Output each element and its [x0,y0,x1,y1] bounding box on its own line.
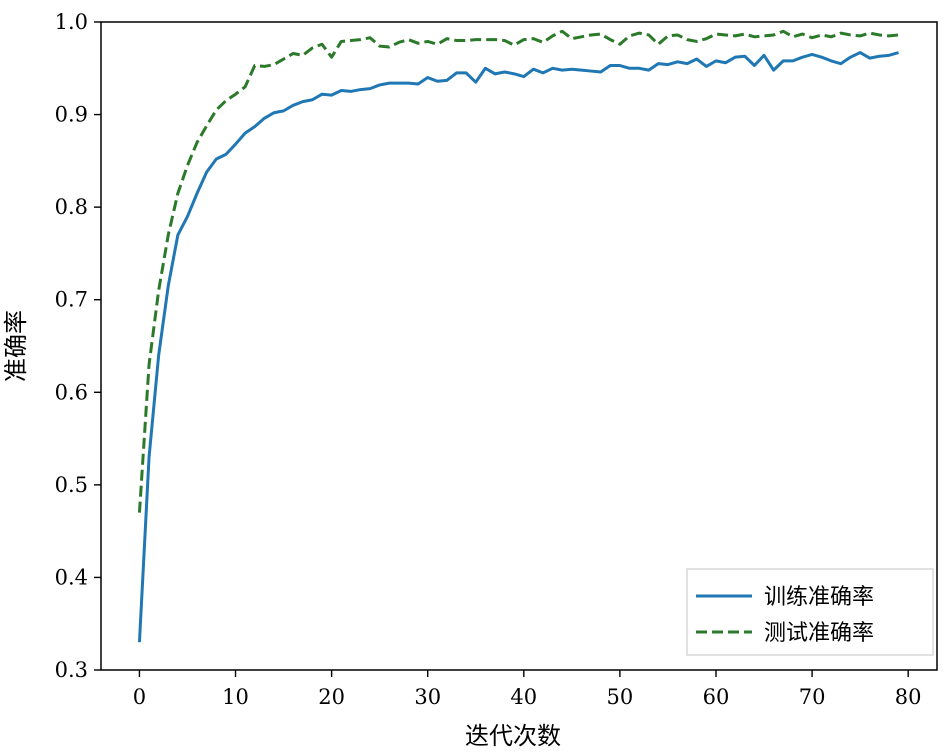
legend-label-test: 测试准确率 [764,621,874,646]
series-line-test [137,29,899,513]
y-axis: 0.3 0.4 0.5 0.6 0.7 0.8 0.9 1.0 [55,10,101,682]
legend: 训练准确率 测试准确率 [686,568,934,656]
x-tick-label: 30 [414,685,441,709]
series-line-train [137,51,899,643]
y-axis-title: 准确率 [2,310,30,382]
y-tick-label: 1.0 [55,10,88,34]
x-axis-title: 迭代次数 [465,722,561,750]
x-tick-label: 50 [607,685,634,709]
legend-label-train: 训练准确率 [764,585,874,610]
y-tick-label: 0.5 [55,473,88,497]
x-tick-label: 60 [703,685,730,709]
plot-area [137,29,899,643]
y-tick-label: 0.3 [55,658,88,682]
x-tick-label: 70 [799,685,826,709]
plot-frame [100,21,938,671]
y-tick-label: 0.4 [55,565,88,589]
y-tick-label: 0.8 [55,195,88,219]
x-tick-label: 0 [133,685,146,709]
x-tick-label: 80 [895,685,922,709]
x-tick-label: 10 [222,685,249,709]
y-tick-label: 0.7 [55,288,88,312]
legend-box [686,568,934,656]
y-tick-label: 0.6 [55,380,88,404]
x-tick-label: 20 [318,685,345,709]
x-tick-label: 40 [510,685,537,709]
y-tick-label: 0.9 [55,103,88,127]
x-axis: 0 10 20 30 40 50 60 70 80 [133,670,922,709]
